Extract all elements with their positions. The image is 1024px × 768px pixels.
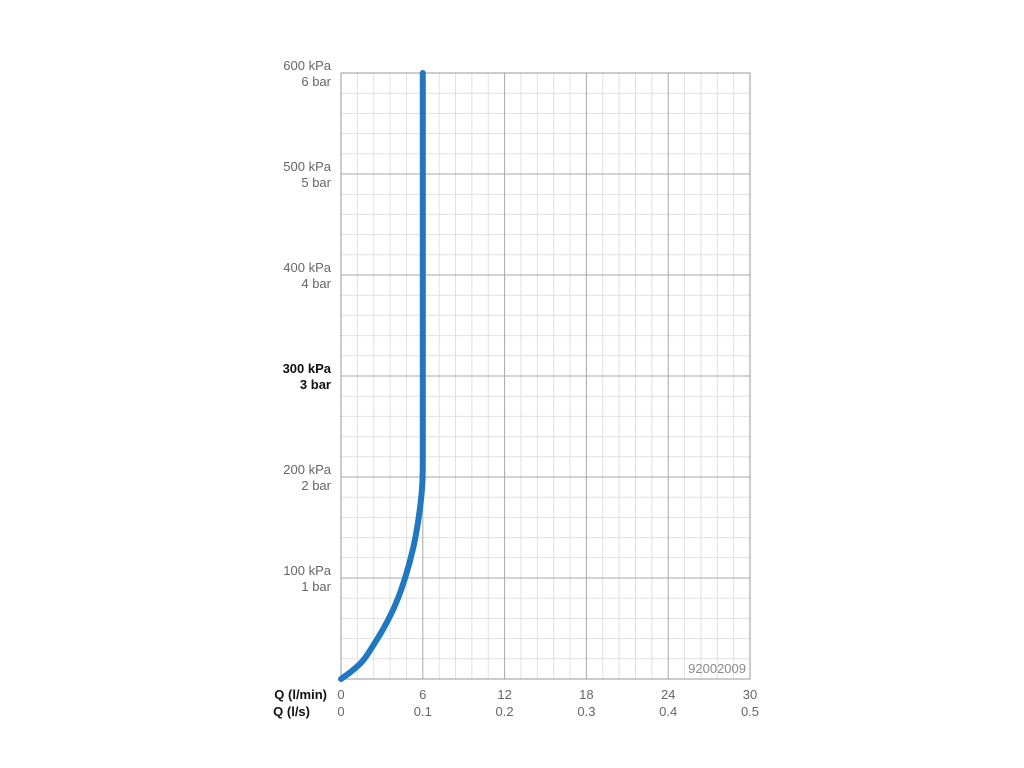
x-axis-title-lmin: Q (l/min) [274,687,327,702]
x-axis-title-ls: Q (l/s) [273,704,310,719]
x-tick-label-ls: 0.5 [741,704,759,719]
x-tick-label-ls: 0.1 [414,704,432,719]
y-tick-label-kpa: 500 kPa [283,159,331,174]
x-tick-label-ls: 0.3 [577,704,595,719]
x-tick-label-lmin: 18 [579,687,593,702]
y-tick-label-bar: 5 bar [301,175,331,190]
x-tick-label-ls: 0.4 [659,704,677,719]
chart-code-label: 92002009 [688,661,746,676]
y-tick-label-kpa: 400 kPa [283,260,331,275]
x-tick-label-lmin: 30 [743,687,757,702]
x-tick-label-ls: 0 [337,704,344,719]
y-tick-label-bar: 6 bar [301,74,331,89]
plot-frame [340,72,751,680]
y-tick-label-kpa: 100 kPa [283,563,331,578]
x-tick-label-lmin: 12 [497,687,511,702]
y-tick-label-bar: 4 bar [301,276,331,291]
series-line [338,70,426,682]
x-tick-label-ls: 0.2 [496,704,514,719]
x-tick-label-lmin: 24 [661,687,675,702]
y-tick-label-kpa: 200 kPa [283,462,331,477]
x-tick-label-lmin: 6 [419,687,426,702]
x-axis-ticks: 0 0 6 0.1 12 0.2 18 0.3 24 0.4 30 0.5 [337,687,759,719]
y-tick-label-kpa: 600 kPa [283,58,331,73]
y-tick-label-bar: 1 bar [301,579,331,594]
y-tick-label-bar: 3 bar [300,377,331,392]
y-tick-label-kpa: 300 kPa [283,361,332,376]
y-tick-label-bar: 2 bar [301,478,331,493]
x-tick-label-lmin: 0 [337,687,344,702]
series-layer [338,70,426,682]
